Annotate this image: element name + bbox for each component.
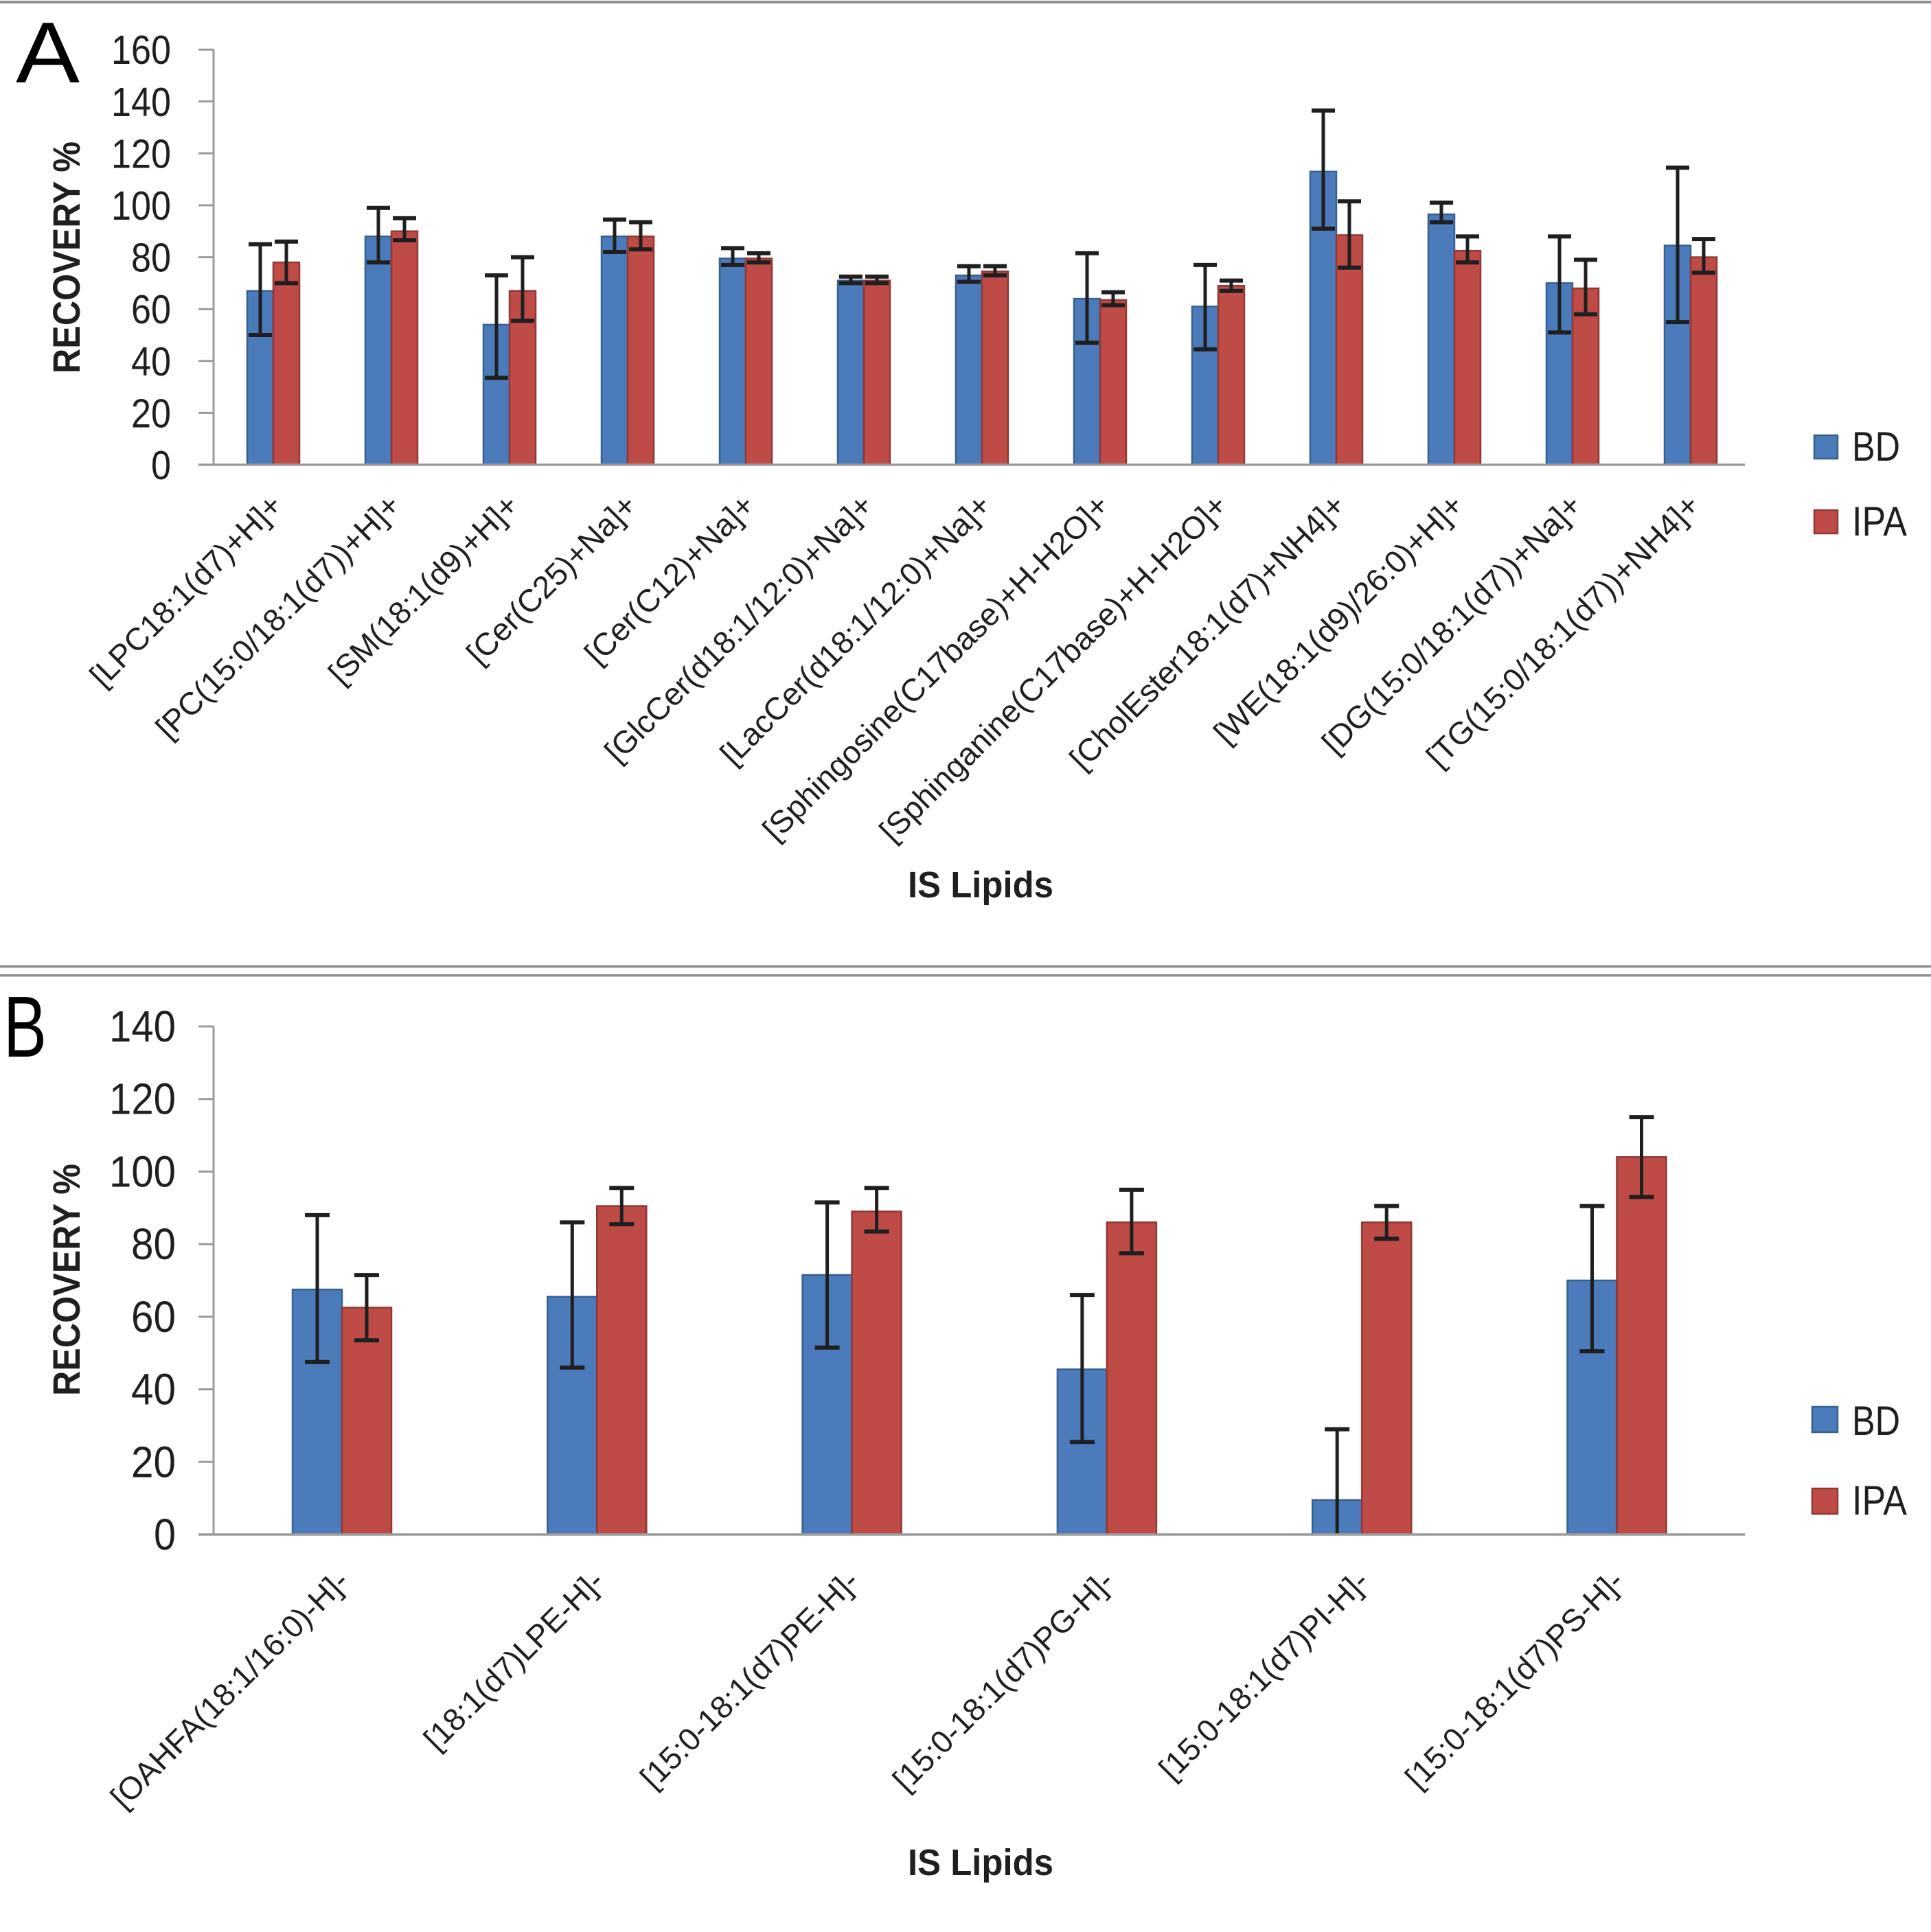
svg-text:40: 40: [131, 1365, 176, 1414]
svg-text:100: 100: [111, 183, 171, 229]
svg-text:IS Lipids: IS Lipids: [908, 864, 1053, 906]
svg-text:IPA: IPA: [1852, 498, 1907, 544]
svg-text:100: 100: [109, 1147, 176, 1196]
svg-text:60: 60: [131, 1292, 176, 1342]
svg-text:BD: BD: [1852, 424, 1900, 470]
svg-text:RECOVERY %: RECOVERY %: [45, 141, 88, 373]
svg-text:140: 140: [109, 1002, 176, 1051]
svg-text:80: 80: [131, 1219, 176, 1269]
svg-text:20: 20: [131, 391, 171, 436]
svg-text:IPA: IPA: [1852, 1477, 1907, 1523]
svg-text:80: 80: [131, 235, 171, 281]
svg-text:160: 160: [111, 27, 171, 73]
svg-text:RECOVERY %: RECOVERY %: [45, 1164, 88, 1396]
svg-text:B: B: [3, 978, 47, 1075]
svg-text:0: 0: [151, 443, 171, 488]
svg-text:A: A: [16, 4, 80, 101]
svg-text:BD: BD: [1852, 1398, 1900, 1444]
svg-text:120: 120: [111, 131, 171, 176]
svg-text:40: 40: [131, 339, 171, 384]
svg-text:140: 140: [111, 80, 171, 125]
svg-text:60: 60: [131, 287, 171, 332]
svg-text:20: 20: [131, 1437, 176, 1486]
svg-text:IS Lipids: IS Lipids: [908, 1842, 1053, 1883]
svg-text:0: 0: [154, 1510, 176, 1559]
svg-text:120: 120: [109, 1074, 176, 1124]
